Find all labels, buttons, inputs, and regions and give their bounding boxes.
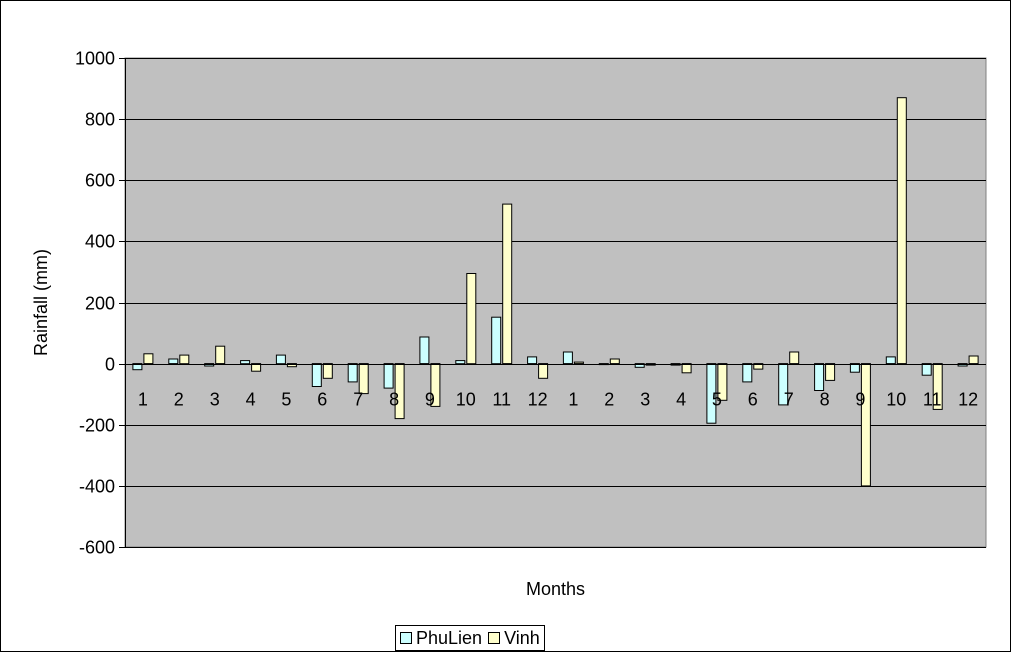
y-tick-label: 600 bbox=[85, 171, 115, 191]
bar-phulien-1 bbox=[132, 363, 143, 371]
bar-vinh-6 bbox=[322, 363, 333, 379]
bar-vinh-10 bbox=[466, 273, 477, 365]
bar-vinh-8 bbox=[394, 363, 405, 420]
bar-vinh-20 bbox=[825, 363, 836, 381]
x-tick-label: 6 bbox=[317, 390, 327, 410]
bar-phulien-19 bbox=[778, 363, 789, 406]
x-tick-label: 4 bbox=[246, 390, 256, 410]
y-tick-label: 1000 bbox=[75, 49, 115, 69]
plot-area bbox=[124, 57, 987, 548]
bar-phulien-20 bbox=[814, 363, 825, 392]
bar-vinh-18 bbox=[753, 363, 764, 370]
y-tick-label: -600 bbox=[79, 538, 115, 558]
legend-item-phulien: PhuLien bbox=[400, 628, 482, 648]
bar-phulien-9 bbox=[419, 336, 430, 365]
y-tick-label: -400 bbox=[79, 477, 115, 497]
bar-vinh-3 bbox=[215, 345, 226, 365]
bar-phulien-12 bbox=[527, 356, 538, 365]
bar-vinh-16 bbox=[681, 363, 692, 374]
axes bbox=[119, 58, 986, 548]
x-tick-label: 12 bbox=[958, 390, 978, 410]
x-tick-label: 1 bbox=[568, 390, 578, 410]
x-tick-label: 10 bbox=[456, 390, 476, 410]
x-tick-label: 10 bbox=[886, 390, 906, 410]
y-tick-label: 400 bbox=[85, 232, 115, 252]
bar-vinh-12 bbox=[538, 363, 549, 379]
bar-vinh-9 bbox=[430, 363, 441, 407]
legend: PhuLien Vinh bbox=[395, 625, 545, 651]
x-tick-label: 7 bbox=[353, 390, 363, 410]
bar-vinh-4 bbox=[251, 363, 262, 372]
x-tick-label: 3 bbox=[640, 390, 650, 410]
legend-label-phulien: PhuLien bbox=[416, 628, 483, 648]
x-axis-title: Months bbox=[526, 579, 585, 599]
bar-vinh-14 bbox=[609, 358, 620, 365]
bar-vinh-21 bbox=[860, 363, 871, 487]
y-tick-label: 0 bbox=[105, 355, 115, 375]
bar-vinh-2 bbox=[179, 354, 190, 365]
x-tick-label: 11 bbox=[923, 390, 942, 410]
bar-phulien-18 bbox=[742, 363, 753, 383]
bar-phulien-22 bbox=[885, 356, 896, 365]
x-tick-label: 8 bbox=[820, 390, 830, 410]
bar-vinh-24 bbox=[968, 355, 979, 365]
x-tick-label: 9 bbox=[855, 390, 865, 410]
bar-phulien-17 bbox=[706, 363, 717, 424]
x-tick-label: 9 bbox=[425, 390, 435, 410]
bar-vinh-17 bbox=[717, 363, 728, 401]
bar-vinh-19 bbox=[789, 351, 800, 365]
legend-swatch-phulien bbox=[400, 632, 412, 644]
bar-phulien-2 bbox=[168, 358, 179, 365]
x-tick-label: 5 bbox=[712, 390, 722, 410]
legend-swatch-vinh bbox=[488, 632, 501, 644]
y-tick-label: -200 bbox=[79, 416, 115, 436]
x-tick-label: 2 bbox=[174, 390, 184, 410]
bar-phulien-10 bbox=[455, 360, 466, 365]
bar-phulien-21 bbox=[849, 363, 860, 373]
legend-item-vinh: Vinh bbox=[488, 628, 540, 648]
x-tick-labels: 1 2 3 4 5 6 7 8 9 10 11 12 1 2 3 4 5 6 7 8 9 10 11 12 bbox=[138, 390, 978, 410]
y-axis-title: Rainfall (mm) bbox=[31, 249, 51, 356]
bar-phulien-11 bbox=[491, 316, 502, 365]
x-tick-label: 12 bbox=[528, 390, 548, 410]
bar-phulien-5 bbox=[275, 354, 286, 365]
x-tick-label: 7 bbox=[784, 390, 794, 410]
bar-vinh-7 bbox=[358, 363, 369, 395]
y-tick-label: 800 bbox=[85, 110, 115, 130]
x-tick-label: 8 bbox=[389, 390, 399, 410]
bar-vinh-1 bbox=[143, 353, 154, 365]
legend-label-vinh: Vinh bbox=[504, 628, 540, 648]
y-tick-label: 200 bbox=[85, 294, 115, 314]
bar-vinh-5 bbox=[286, 363, 297, 368]
bar-phulien-15 bbox=[634, 363, 645, 368]
bar-phulien-4 bbox=[240, 360, 251, 365]
x-tick-label: 6 bbox=[748, 390, 758, 410]
bar-phulien-7 bbox=[347, 363, 358, 383]
y-tick-labels: 1000 800 600 400 200 0 -200 -400 -600 bbox=[75, 49, 115, 558]
x-tick-label: 1 bbox=[138, 390, 148, 410]
x-tick-label: 11 bbox=[492, 390, 511, 410]
x-tick-label: 4 bbox=[676, 390, 686, 410]
bar-phulien-23 bbox=[921, 363, 932, 376]
x-tick-label: 2 bbox=[604, 390, 614, 410]
bar-phulien-6 bbox=[311, 363, 322, 388]
bar-phulien-8 bbox=[383, 363, 394, 389]
x-tick-label: 5 bbox=[281, 390, 291, 410]
bar-vinh-22 bbox=[896, 97, 907, 365]
bar-vinh-23 bbox=[932, 363, 943, 410]
bar-phulien-13 bbox=[562, 351, 573, 365]
x-tick-label: 3 bbox=[210, 390, 220, 410]
bar-vinh-11 bbox=[502, 203, 513, 365]
bar-vinh-13 bbox=[573, 361, 584, 365]
